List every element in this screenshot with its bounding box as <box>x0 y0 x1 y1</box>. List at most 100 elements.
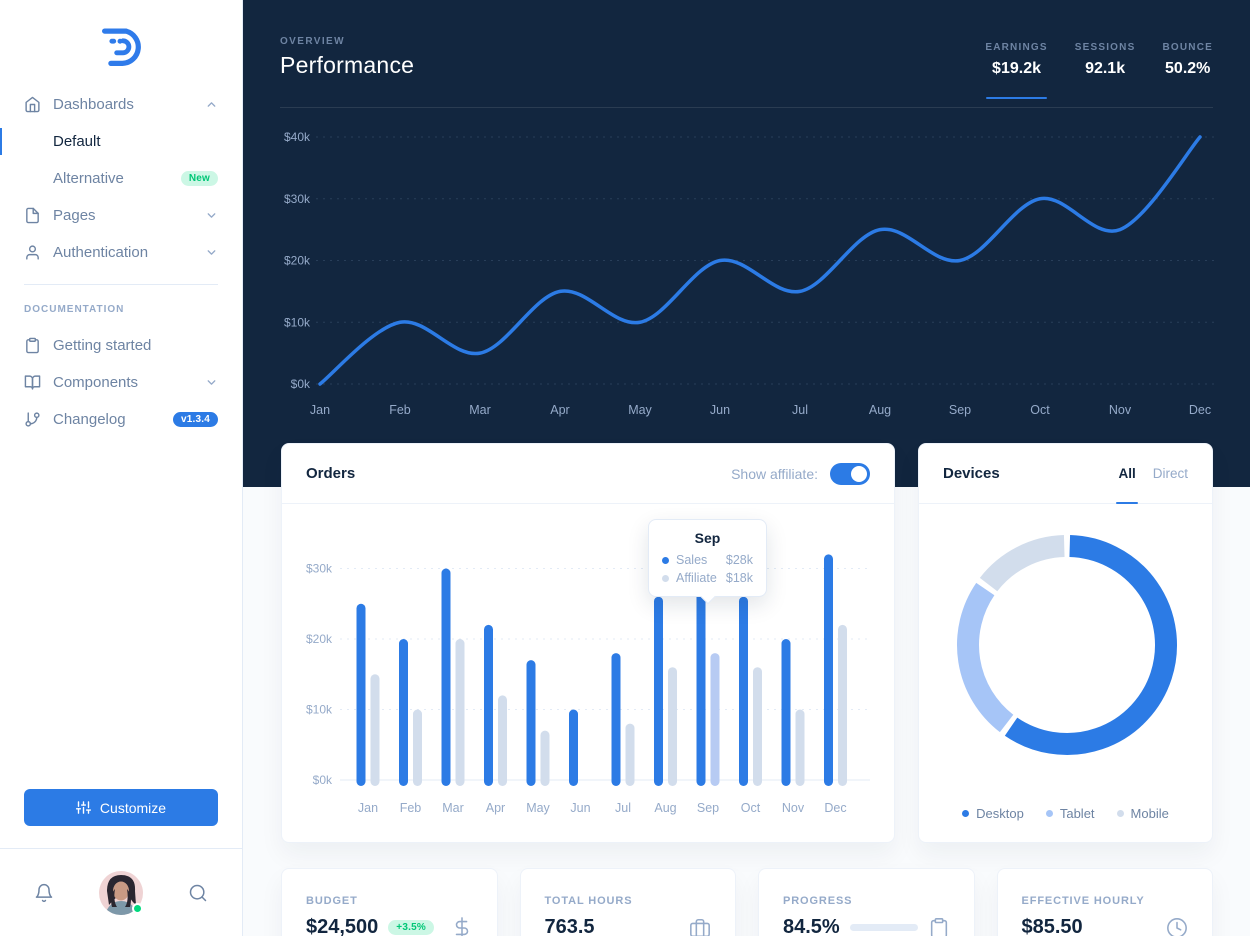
sales-bar <box>526 660 536 786</box>
svg-text:Jul: Jul <box>615 801 631 815</box>
sidebar-item-dashboards[interactable]: Dashboards <box>0 86 242 123</box>
hero-background <box>243 0 1250 487</box>
affiliate-toggle-row: Show affiliate: <box>731 462 870 485</box>
total-hours-card: Total hours 763.5 <box>519 868 736 936</box>
stat-bounce[interactable]: Bounce 50.2% <box>1162 42 1213 78</box>
stat-earnings[interactable]: Earnings $19.2k <box>985 42 1048 99</box>
sidebar: Dashboards Default Alternative New Pages… <box>0 0 243 936</box>
kpi-value: 84.5% <box>783 916 840 936</box>
svg-text:May: May <box>526 801 550 815</box>
affiliate-bar <box>498 695 507 786</box>
sales-bar <box>356 603 366 786</box>
file-icon <box>26 207 39 224</box>
sidebar-item-label: Changelog <box>53 411 126 428</box>
header-stats: Earnings $19.2k Sessions 92.1k Bounce 50… <box>985 42 1213 99</box>
legend-item-mobile: Mobile <box>1116 806 1169 821</box>
orders-chart-area[interactable]: $0k $10k $20k $30k Jan Feb Mar Apr May Jun Jul Aug S… <box>282 504 894 843</box>
page-header: Overview Performance Earnings $19.2k Ses… <box>280 0 1213 108</box>
stat-label: Bounce <box>1162 42 1213 53</box>
desktop-dot <box>962 810 970 817</box>
kpi-value: $85.50 <box>1021 916 1083 936</box>
bell-icon[interactable] <box>34 883 54 903</box>
affiliate-toggle[interactable] <box>830 462 870 485</box>
briefcase-icon <box>690 918 710 936</box>
version-badge: v1.3.4 <box>172 412 218 427</box>
stat-sessions[interactable]: Sessions 92.1k <box>1075 42 1136 78</box>
sales-bar <box>781 639 791 786</box>
svg-text:Feb: Feb <box>400 801 422 815</box>
sales-bar <box>484 624 493 786</box>
new-badge: New <box>180 171 218 186</box>
svg-text:$0k: $0k <box>291 377 311 391</box>
line-chart-svg: $0k $10k $20k $30k $40k Jan Feb Mar Apr May Jun Jul… <box>284 130 1218 417</box>
bar-series <box>356 554 847 786</box>
svg-text:Sep: Sep <box>949 403 971 417</box>
user-avatar[interactable] <box>99 870 143 915</box>
search-icon[interactable] <box>188 883 208 903</box>
sales-bar <box>824 554 833 786</box>
sidebar-item-pages[interactable]: Pages <box>0 197 242 234</box>
devices-tabs: All Direct <box>1118 466 1188 481</box>
svg-text:$40k: $40k <box>284 130 311 144</box>
tablet-dot <box>1045 810 1053 817</box>
sidebar-item-components[interactable]: Components <box>0 364 242 401</box>
donut-segment-mobile <box>979 535 1065 592</box>
legend-label: Desktop <box>976 806 1024 821</box>
affiliate-bar <box>540 730 550 786</box>
svg-text:Jun: Jun <box>710 403 730 417</box>
toggle-knob <box>851 465 867 482</box>
chevron-down-icon <box>207 213 216 218</box>
kpi-label: Effective hourly <box>1021 895 1145 907</box>
budget-change-badge: +3.5% <box>388 920 434 935</box>
sidebar-item-alternative[interactable]: Alternative New <box>0 160 242 197</box>
legend-label: Tablet <box>1059 806 1095 821</box>
svg-text:$20k: $20k <box>284 254 311 268</box>
chevron-down-icon <box>207 250 216 255</box>
sales-bar <box>569 709 578 786</box>
toggle-label: Show affiliate: <box>731 465 818 482</box>
mobile-dot <box>1116 810 1124 817</box>
donut-segment-desktop <box>1004 535 1177 755</box>
affiliate-bar <box>455 639 465 786</box>
sidebar-item-label: Authentication <box>53 244 149 261</box>
sidebar-item-label: Alternative <box>53 170 124 187</box>
kpi-value: $24,500 <box>306 916 379 936</box>
tooltip-row: Sales $28k <box>662 553 753 567</box>
affiliate-bar <box>838 624 847 786</box>
section-label: Documentation <box>24 304 125 315</box>
sales-bar <box>611 653 621 786</box>
earnings-line <box>318 135 1202 386</box>
svg-text:Feb: Feb <box>389 403 411 417</box>
sidebar-item-getting-started[interactable]: Getting started <box>0 327 242 364</box>
sidebar-item-authentication[interactable]: Authentication <box>0 234 242 271</box>
tab-all[interactable]: All <box>1118 466 1136 481</box>
svg-text:Dec: Dec <box>1189 403 1211 417</box>
svg-text:$30k: $30k <box>284 192 311 206</box>
sidebar-item-changelog[interactable]: Changelog v1.3.4 <box>0 401 242 438</box>
donut-segment-tablet <box>957 582 1014 733</box>
tab-direct[interactable]: Direct <box>1152 466 1188 481</box>
stat-value: $19.2k <box>992 60 1041 77</box>
affiliate-dot <box>662 574 669 582</box>
book-icon <box>24 375 41 390</box>
svg-text:Jul: Jul <box>792 403 808 417</box>
customize-button[interactable]: Customize <box>24 789 218 826</box>
kpi-label: Total hours <box>544 895 633 907</box>
sidebar-item-default[interactable]: Default <box>0 123 242 160</box>
tooltip-series-value: $28k <box>725 553 753 567</box>
performance-line-chart[interactable]: $0k $10k $20k $30k $40k Jan Feb Mar Apr May Jun Jul… <box>280 125 1220 425</box>
svg-text:Mar: Mar <box>442 801 464 815</box>
sidebar-item-label: Default <box>53 133 101 150</box>
affiliate-bar <box>370 674 380 786</box>
stat-value: 92.1k <box>1085 60 1126 77</box>
tooltip-row: Affiliate $18k <box>662 571 753 585</box>
devices-chart-area[interactable]: Desktop Tablet Mobile <box>919 504 1212 843</box>
svg-text:Aug: Aug <box>654 801 676 815</box>
svg-text:Dec: Dec <box>824 801 846 815</box>
devices-legend: Desktop Tablet Mobile <box>919 806 1212 821</box>
affiliate-bar <box>753 667 762 786</box>
affiliate-bar <box>413 709 422 786</box>
chart-tooltip: Sep Sales $28k Affiliate $18k <box>648 519 767 597</box>
header-divider <box>280 107 1213 108</box>
